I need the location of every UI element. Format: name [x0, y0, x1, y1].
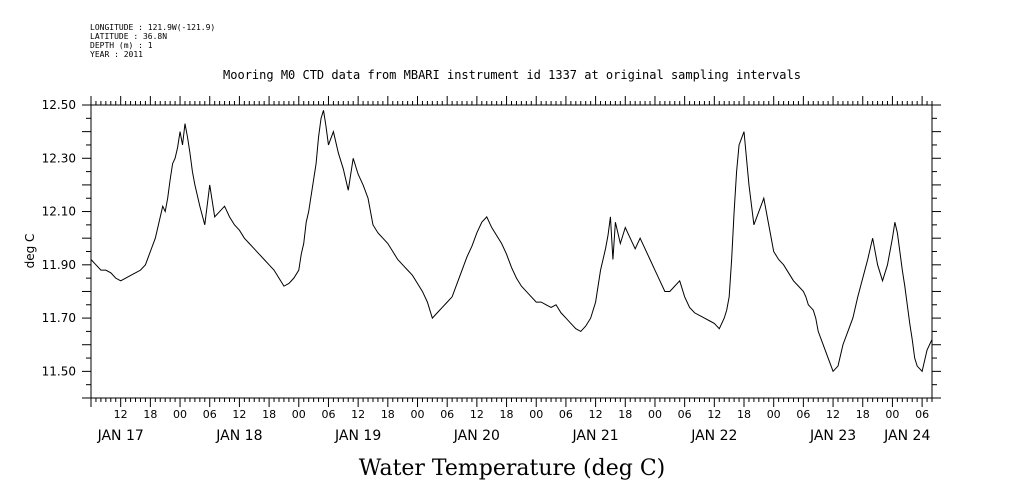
- x-hour-label: 00: [292, 408, 306, 421]
- chart-title: Mooring M0 CTD data from MBARI instrumen…: [223, 68, 801, 82]
- y-tick-label: 11.90: [42, 258, 76, 272]
- latitude-text: LATITUDE : 36.8N: [90, 32, 167, 41]
- x-hour-label: 00: [885, 408, 899, 421]
- y-tick-label: 11.70: [42, 311, 76, 325]
- x-hour-label: 06: [796, 408, 810, 421]
- longitude-text: LONGITUDE : 121.9W(-121.9): [90, 23, 215, 32]
- x-hour-label: 18: [143, 408, 157, 421]
- tick-marks: [82, 96, 941, 407]
- x-hour-label: 12: [826, 408, 840, 421]
- x-hour-label: 00: [173, 408, 187, 421]
- y-axis-label: deg C: [23, 234, 37, 269]
- y-tick-label: 11.50: [42, 364, 76, 378]
- x-day-label: JAN 22: [690, 428, 737, 444]
- x-day-label: JAN 19: [334, 428, 381, 444]
- x-hour-label: 06: [321, 408, 335, 421]
- metadata-block: LONGITUDE : 121.9W(-121.9) LATITUDE : 36…: [90, 23, 215, 59]
- x-hour-label: 06: [559, 408, 573, 421]
- x-hour-label: 06: [915, 408, 929, 421]
- x-hour-label: 12: [114, 408, 128, 421]
- x-hour-label: 18: [618, 408, 632, 421]
- x-hour-label: 18: [262, 408, 276, 421]
- x-tick-labels: 12 18 00 06 12 18 00 06 12 18 00 06 12 18 00 06 12 18 00 06…: [97, 408, 931, 444]
- x-hour-label: 00: [767, 408, 781, 421]
- y-tick-label: 12.30: [42, 151, 76, 165]
- x-hour-label: 12: [589, 408, 603, 421]
- x-hour-label: 06: [678, 408, 692, 421]
- x-day-label: JAN 23: [809, 428, 856, 444]
- x-hour-label: 00: [648, 408, 662, 421]
- x-hour-label: 06: [440, 408, 454, 421]
- x-day-label: JAN 21: [571, 428, 618, 444]
- x-hour-label: 00: [411, 408, 425, 421]
- x-hour-label: 18: [381, 408, 395, 421]
- x-hour-label: 12: [351, 408, 365, 421]
- x-hour-label: 12: [707, 408, 721, 421]
- x-day-label: JAN 18: [215, 428, 262, 444]
- x-day-label: JAN 24: [883, 428, 930, 444]
- x-axis-label: Water Temperature (deg C): [359, 456, 666, 481]
- x-hour-label: 18: [500, 408, 514, 421]
- x-hour-label: 12: [470, 408, 484, 421]
- x-day-label: JAN 20: [453, 428, 500, 444]
- plot-frame: [90, 104, 933, 399]
- x-day-label: JAN 17: [97, 428, 144, 444]
- depth-text: DEPTH (m) : 1: [90, 41, 153, 50]
- y-tick-labels: 12.50 12.30 12.10 11.90 11.70 11.50: [42, 98, 76, 378]
- x-hour-label: 06: [203, 408, 217, 421]
- year-text: YEAR : 2011: [90, 50, 143, 59]
- x-hour-label: 00: [529, 408, 543, 421]
- x-hour-label: 18: [737, 408, 751, 421]
- x-hour-label: 12: [232, 408, 246, 421]
- temperature-series-line: [90, 110, 933, 373]
- y-tick-label: 12.10: [42, 205, 76, 219]
- x-hour-label: 18: [856, 408, 870, 421]
- y-tick-label: 12.50: [42, 98, 76, 112]
